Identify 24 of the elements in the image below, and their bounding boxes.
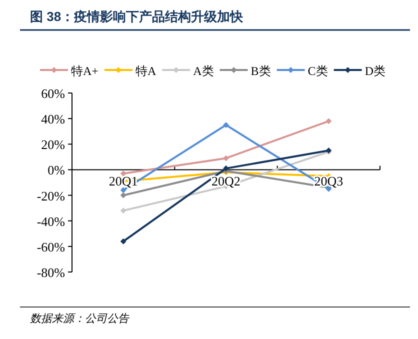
y-tick-label: 40%	[41, 112, 66, 127]
y-tick-label: -20%	[36, 188, 66, 204]
chart-title: 图 38：疫情影响下产品结构升级加快	[30, 9, 244, 24]
x-tick-label: 20Q2	[212, 174, 240, 189]
y-tick-label: -80%	[36, 265, 66, 280]
legend-label: 特A+	[71, 64, 99, 78]
point	[326, 118, 332, 124]
legend-label: D类	[364, 64, 386, 78]
y-tick-label: 60%	[41, 86, 66, 101]
point	[223, 165, 229, 172]
legend-label: B类	[250, 64, 271, 78]
legend-label: 特A	[135, 64, 156, 78]
legend-label: C类	[308, 64, 328, 78]
point	[120, 208, 126, 214]
point	[223, 155, 229, 162]
y-tick-label: -60%	[36, 239, 66, 254]
point	[120, 238, 126, 244]
legend-label: A类	[193, 64, 214, 78]
point	[223, 122, 229, 128]
source-note: 数据来源：公司公告	[30, 312, 130, 325]
y-tick-label: -40%	[36, 214, 66, 229]
point	[120, 192, 126, 198]
y-tick-label: 20%	[41, 137, 66, 152]
y-tick-label: 0%	[48, 162, 66, 178]
